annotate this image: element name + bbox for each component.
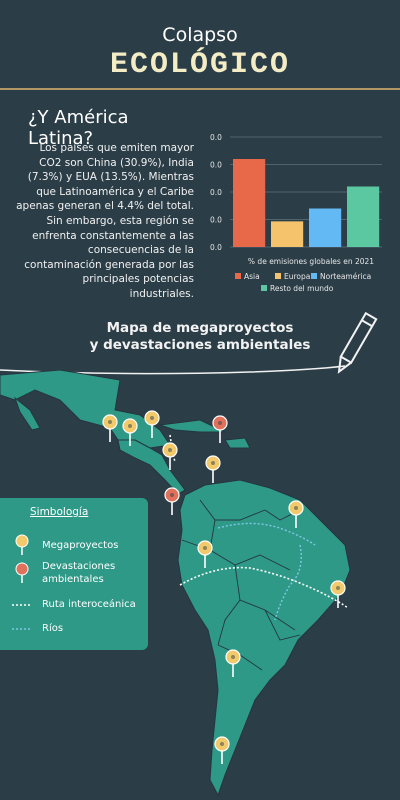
title-main: ECOLÓGICO	[109, 48, 291, 82]
latin-america-map	[0, 370, 351, 797]
y-tick-label: 0.0	[210, 161, 222, 170]
pin-yellow-icon	[214, 736, 230, 764]
map-title-line-1: Mapa de megaproyectos	[106, 320, 294, 336]
pin-yellow-icon	[162, 442, 178, 470]
pin-yellow-icon	[122, 418, 138, 446]
river-parana	[274, 544, 302, 621]
hispaniola-land	[224, 437, 251, 449]
legend-label: Megaproyectos	[42, 539, 119, 551]
central-america-land	[117, 439, 186, 495]
pin-red-icon	[164, 487, 180, 515]
legend-swatch	[235, 273, 241, 279]
legend-label: Ríos	[42, 623, 64, 634]
x-axis-label: % de emisiones globales en 2021	[248, 257, 374, 266]
legend-item-megaproyectos: Megaproyectos	[12, 534, 118, 556]
section-heading: ¿Y América Latina?	[28, 107, 129, 149]
chart-legend-label: Resto del mundo	[270, 284, 334, 293]
bar-norteamérica	[309, 208, 342, 247]
map-title-line-2: y devastaciones ambientales	[89, 337, 311, 353]
river-amazon	[217, 522, 316, 546]
pin-red-icon	[12, 562, 32, 584]
legend-swatch	[275, 273, 281, 279]
south-america-land	[177, 479, 351, 797]
baja-land	[13, 396, 41, 431]
chart-legend-label: Norteamérica	[320, 272, 371, 281]
emissions-bar-chart: 0.0 0.0 0.0 0.0 0.0 % de emisiones globales e…	[210, 133, 382, 293]
intro-paragraph: Los países que emiten mayor CO2 son Chin…	[16, 142, 194, 300]
y-tick-label: 0.0	[210, 243, 222, 252]
legend-swatch	[311, 273, 317, 279]
pin-yellow-icon	[288, 500, 304, 528]
bar-europa	[271, 221, 304, 247]
legend-label: Devastaciones ambientales	[42, 561, 116, 585]
pencil-icon	[337, 311, 378, 374]
pin-yellow-icon	[197, 540, 213, 568]
legend-label: Ruta interoceánica	[42, 599, 136, 610]
legend-item-ruta: Ruta interoceánica	[12, 598, 136, 611]
y-tick-label: 0.0	[210, 188, 222, 197]
header: Colapso ECOLÓGICO	[0, 0, 400, 95]
country-borders	[181, 499, 301, 671]
pin-yellow-icon	[12, 534, 32, 556]
chart-legend-label: Asia	[244, 272, 260, 281]
chart-legend-label: Europa	[284, 272, 310, 281]
pin-red-icon	[212, 415, 228, 443]
interoceanic-route	[179, 566, 349, 609]
y-tick-label: 0.0	[210, 216, 222, 225]
bar-asia	[233, 159, 266, 247]
interoceanic-route-2	[169, 434, 176, 463]
legend-item-devastaciones: Devastaciones ambientales	[12, 560, 122, 586]
dotted-line-white-icon	[12, 603, 32, 607]
y-tick-label: 0.0	[210, 133, 222, 142]
bar-resto-del-mundo	[347, 186, 380, 247]
divider	[0, 88, 400, 90]
dotted-line-blue-icon	[12, 627, 32, 631]
pin-yellow-icon	[144, 410, 160, 438]
map-title: Mapa de megaproyectos y devastaciones am…	[0, 320, 400, 354]
legend-swatch	[261, 285, 267, 291]
cuba-land	[159, 419, 226, 433]
legend-item-rios: Ríos	[12, 622, 63, 635]
pin-yellow-icon	[102, 414, 118, 442]
legend-title: Simbología	[30, 506, 89, 518]
legend-panel: Simbología Megaproyectos Devastaciones a…	[0, 498, 148, 650]
pin-yellow-icon	[225, 649, 241, 677]
pin-yellow-icon	[330, 580, 346, 608]
pin-yellow-icon	[205, 455, 221, 483]
title-top: Colapso	[162, 24, 238, 46]
